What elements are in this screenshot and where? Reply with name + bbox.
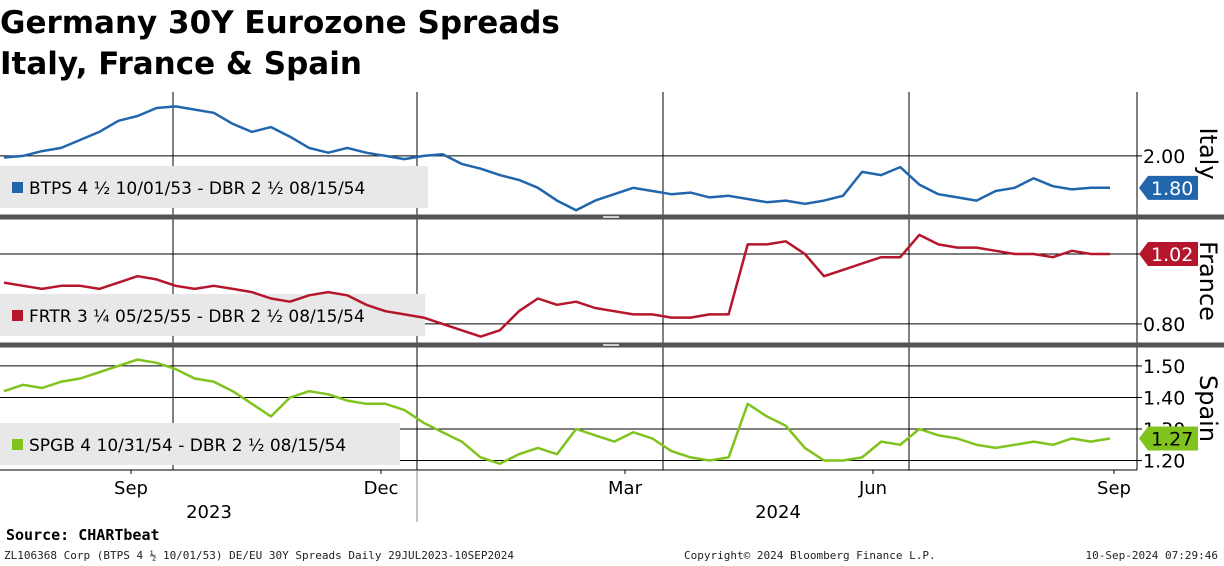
divider-grip (603, 216, 619, 218)
footer-security-info: ZL106368 Corp (BTPS 4 ½ 10/01/53) DE/EU … (4, 549, 514, 562)
series-line-france (3, 233, 1110, 338)
legend-label: BTPS 4 ½ 10/01/53 - DBR 2 ½ 08/15/54 (29, 179, 365, 199)
divider-grip (603, 344, 619, 346)
footer-timestamp: 10-Sep-2024 07:29:46 (1085, 549, 1218, 562)
last-value-tag (1139, 241, 1198, 266)
x-tick-label: Dec (364, 478, 399, 499)
y-tick-label: 1.20 (1143, 451, 1185, 473)
series-line-spain (3, 358, 1111, 465)
legend-box (0, 423, 400, 465)
last-value-label: 1.80 (1151, 178, 1193, 200)
last-value-label: 1.02 (1151, 244, 1193, 266)
legend-box (0, 166, 428, 208)
legend-label: FRTR 3 ¼ 05/25/55 - DBR 2 ½ 08/15/54 (29, 307, 365, 327)
legend-swatch (12, 439, 23, 450)
x-tick-label: Mar (608, 478, 643, 499)
x-tick-label: Jun (858, 478, 887, 499)
panel-label-france: France (1194, 241, 1222, 321)
legend-label: SPGB 4 10/31/54 - DBR 2 ½ 08/15/54 (29, 436, 346, 456)
series-line-italy (3, 105, 1110, 212)
y-tick-label: 0.80 (1143, 314, 1185, 336)
y-tick-label: 1.40 (1143, 387, 1185, 409)
x-year-label: 2023 (186, 502, 232, 523)
last-value-label: 1.27 (1151, 428, 1193, 450)
x-tick-label: Sep (1097, 478, 1131, 499)
footer-copyright: Copyright© 2024 Bloomberg Finance L.P. (684, 549, 936, 562)
chart-title-line2: Italy, France & Spain (0, 46, 362, 82)
chart-title-line1: Germany 30Y Eurozone Spreads (0, 5, 560, 41)
x-tick-label: Sep (114, 478, 148, 499)
x-year-label: 2024 (755, 502, 801, 523)
legend-box (0, 294, 425, 336)
panel-label-italy: Italy (1194, 127, 1222, 179)
panel-label-spain: Spain (1194, 375, 1222, 442)
last-value-tag (1139, 175, 1198, 200)
y-tick-label: 1.50 (1143, 356, 1185, 378)
source-label: Source: CHARTbeat (6, 526, 160, 544)
y-tick-label: 2.00 (1143, 146, 1185, 168)
last-value-tag (1139, 426, 1198, 451)
legend-swatch (12, 182, 23, 193)
legend-swatch (12, 310, 23, 321)
